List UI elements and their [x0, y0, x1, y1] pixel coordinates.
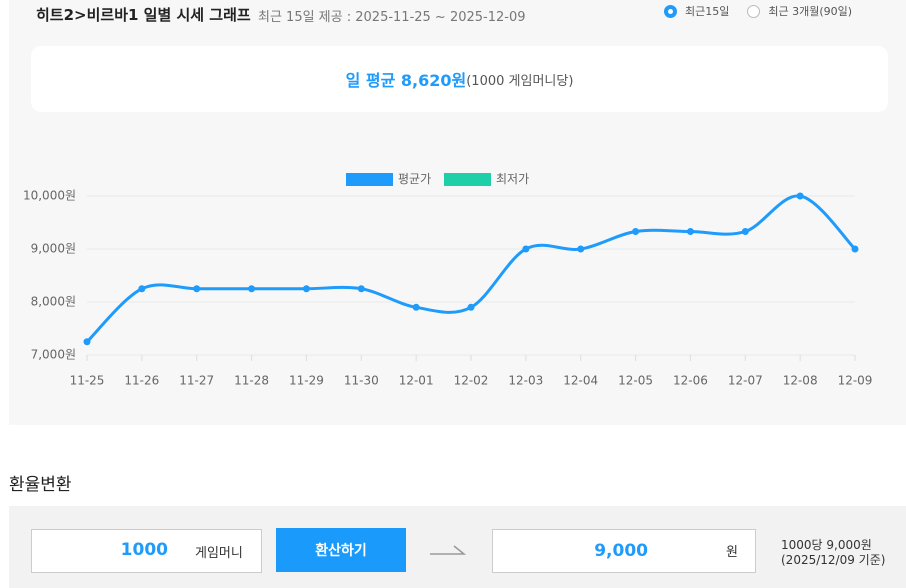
convert-button[interactable]: 환산하기 — [276, 528, 406, 572]
data-point — [741, 228, 749, 236]
x-tick-label: 11-26 — [124, 374, 159, 388]
converter-title: 환율변환 — [9, 475, 72, 495]
legend-label: 평균가 — [398, 172, 431, 186]
x-tick-label: 12-02 — [454, 374, 489, 388]
result: 9,000 — [594, 541, 648, 561]
data-point — [412, 303, 420, 311]
legend-swatch[interactable] — [444, 173, 491, 186]
amount-input[interactable] — [31, 529, 262, 573]
x-tick-label: 12-07 — [728, 374, 763, 388]
average: 일 평균 8,620원 — [345, 71, 467, 90]
period-option[interactable]: 최근 3개월(90일) — [747, 3, 852, 19]
y-tick-label: 10,000원 — [23, 189, 76, 203]
radio-label: 최근 3개월(90일) — [768, 5, 853, 18]
data-point — [686, 228, 694, 236]
x-tick-label: 11-25 — [70, 374, 105, 388]
radio-label: 최근15일 — [685, 5, 730, 18]
legend-label: 최저가 — [496, 172, 529, 186]
summary-box: 일 평균 8,620원 (1000 게임머니당) — [31, 46, 888, 112]
title: 히트2>비르바1 일별 시세 그래프 — [36, 6, 251, 24]
y-tick-label: 7,000원 — [31, 348, 76, 362]
data-point — [248, 285, 256, 293]
data-point — [357, 285, 365, 293]
data-point — [632, 228, 640, 236]
legend-swatch[interactable] — [346, 173, 393, 186]
x-tick-label: 12-06 — [673, 374, 708, 388]
radio-dot — [747, 4, 761, 18]
period-options: 최근15일 최근 3개월(90일) — [664, 3, 852, 19]
y-tick-label: 8,000원 — [31, 295, 76, 309]
x-tick-label: 12-01 — [399, 374, 434, 388]
x-tick-label: 12-05 — [618, 374, 653, 388]
x-tick-label: 12-09 — [838, 374, 873, 388]
data-point — [577, 245, 585, 253]
unit-note: (1000 게임머니당) — [466, 73, 574, 89]
rate-date: (2025/12/09 기준) — [781, 553, 886, 567]
data-point — [796, 192, 804, 200]
x-tick-label: 12-04 — [563, 374, 598, 388]
data-point — [851, 245, 859, 253]
series-line — [85, 194, 857, 343]
x-tick-label: 11-27 — [179, 374, 214, 388]
x-tick-label: 11-30 — [344, 374, 379, 388]
x-tick-label: 11-28 — [234, 374, 269, 388]
x-tick-label: 12-08 — [783, 374, 818, 388]
chart: 7,000원 8,000원 9,000원 10,000원 11-25 11-26 11-27… — [23, 172, 873, 388]
data-point — [138, 285, 146, 293]
radio-dot — [664, 4, 677, 18]
amount-unit: 게임머니 — [195, 546, 243, 561]
data-point — [83, 338, 91, 346]
arrow — [430, 545, 467, 555]
rate-note: 1000당 9,000원 — [781, 538, 872, 552]
data-point — [467, 303, 475, 311]
x-tick-label: 11-29 — [289, 374, 324, 388]
result-unit: 원 — [726, 545, 738, 560]
subtitle: 최근 15일 제공 : 2025-11-25 ~ 2025-12-09 — [258, 10, 526, 25]
data-point — [302, 285, 310, 293]
result-output — [492, 529, 756, 573]
data-point — [193, 285, 201, 293]
y-tick-label: 9,000원 — [31, 242, 76, 256]
period-option[interactable]: 최근15일 — [664, 3, 729, 19]
x-tick-label: 12-03 — [508, 374, 543, 388]
amount: 1000 — [120, 540, 168, 560]
data-point — [522, 245, 530, 253]
